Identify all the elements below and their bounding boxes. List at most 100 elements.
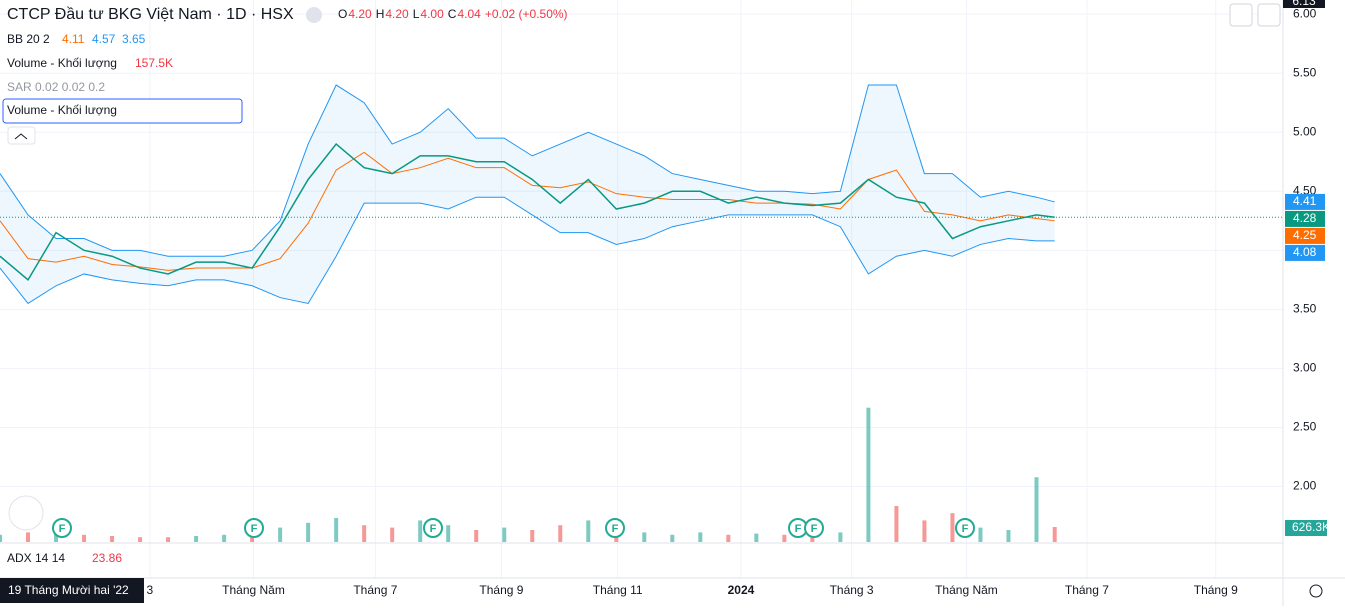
volume-bar — [418, 520, 423, 542]
crosshair-date-box — [0, 578, 144, 603]
ohlc-key: O — [338, 7, 347, 21]
volume-bar — [726, 534, 731, 542]
volume-bar — [530, 530, 535, 542]
crosshair-date: 19 Tháng Mười hai '22 — [8, 583, 129, 597]
volume-bar — [110, 536, 115, 542]
y-tick-label: 2.50 — [1293, 420, 1317, 434]
logo[interactable] — [8, 495, 44, 531]
crosshair-price: 6.13 — [1292, 0, 1316, 8]
last-value-box — [1285, 227, 1325, 244]
event-marker — [955, 518, 975, 538]
event-marker — [804, 518, 824, 538]
volume-bar — [390, 527, 395, 542]
volume-bar — [0, 534, 2, 542]
volume-bar — [642, 532, 647, 542]
volume-label: Volume - Khối lượng — [7, 56, 117, 70]
legend-box-label: Volume - Khối lượng — [7, 103, 117, 117]
ohlc-value: 4.20 — [385, 7, 409, 21]
collapse-legend[interactable] — [7, 126, 36, 145]
volume-bar — [278, 527, 283, 542]
x-tick-label: Tháng 9 — [1194, 583, 1238, 597]
x-tick-label: 2024 — [728, 583, 755, 597]
collapse-button[interactable] — [306, 7, 322, 23]
bb-lower: 3.65 — [122, 32, 146, 46]
y-tick-label: 3.50 — [1293, 302, 1317, 316]
event-marker-label: F — [811, 523, 818, 535]
legend-box[interactable] — [2, 98, 243, 124]
scroll-down-button[interactable] — [1229, 3, 1253, 27]
volume-bar — [166, 537, 171, 542]
volume-bar — [586, 520, 591, 542]
x-tick-label: 3 — [147, 583, 154, 597]
event-marker-label: F — [795, 523, 802, 535]
volume-bar — [866, 407, 871, 542]
volume-bar — [446, 525, 451, 542]
volume-bar — [474, 530, 479, 542]
volume-bar — [1052, 526, 1057, 542]
volume-bar — [194, 536, 199, 542]
volume-bar — [698, 532, 703, 542]
volume-label-box — [1285, 520, 1327, 536]
y-tick-label: 5.50 — [1293, 65, 1317, 79]
volume-bar — [26, 532, 31, 542]
volume-bar — [670, 534, 675, 542]
volume-value: 157.5K — [135, 56, 173, 70]
y-tick-label: 3.00 — [1293, 361, 1317, 375]
volume-bar — [222, 534, 227, 542]
event-marker-label: F — [59, 523, 66, 535]
last-value-label: 4.28 — [1293, 211, 1317, 225]
fullscreen-button[interactable] — [1257, 3, 1281, 27]
ohlc-value: 4.20 — [348, 7, 372, 21]
last-value-label: 4.41 — [1293, 194, 1317, 208]
volume-bar — [334, 518, 339, 542]
event-marker — [244, 518, 264, 538]
bb-label: BB 20 2 — [7, 32, 50, 46]
volume-bar — [250, 536, 255, 542]
chevron-icon — [14, 133, 28, 140]
volume-last-label: 626.3K — [1292, 520, 1330, 534]
volume-bar — [306, 522, 311, 542]
x-tick-label: Tháng Năm — [222, 583, 285, 597]
volume-bar — [838, 532, 843, 542]
bb_upper-line — [0, 84, 1055, 257]
x-tick-label: Tháng 9 — [479, 583, 523, 597]
ohlc-change: +0.02 (+0.50%) — [485, 7, 568, 21]
event-marker — [605, 518, 625, 538]
volume-bar — [502, 527, 507, 542]
symbol-title: CTCP Đầu tư BKG Việt Nam · 1D · HSX — [7, 6, 294, 23]
y-tick-label: 6.00 — [1293, 6, 1317, 20]
ohlc-key: C — [448, 7, 457, 21]
volume-bar — [54, 533, 59, 542]
y-tick-label: 2.00 — [1293, 479, 1317, 493]
sar-label: SAR 0.02 0.02 0.2 — [7, 80, 105, 94]
event-marker — [52, 518, 72, 538]
x-tick-label: Tháng 7 — [353, 583, 397, 597]
last-value-box — [1285, 210, 1325, 227]
volume-bar — [950, 513, 955, 542]
event-marker — [423, 518, 443, 538]
bb_lower-line — [0, 196, 1055, 305]
volume-bar — [1034, 477, 1039, 542]
crosshair-price-box — [1283, 0, 1325, 8]
volume-bar — [362, 525, 367, 542]
bb-basis: 4.11 — [62, 32, 85, 46]
event-marker-label: F — [612, 523, 619, 535]
band-fill — [0, 85, 1055, 304]
volume-bar — [138, 537, 143, 542]
x-tick-label: Tháng 11 — [593, 583, 643, 597]
last-value-label: 4.08 — [1293, 245, 1317, 259]
close-line — [0, 142, 1055, 282]
volume-bar — [922, 520, 927, 542]
last-value-box — [1285, 193, 1325, 210]
ohlc-value: 4.04 — [457, 7, 481, 21]
volume-bar — [558, 525, 563, 542]
volume-bar — [82, 534, 87, 542]
volume-bar — [978, 527, 983, 542]
last-value-label: 4.25 — [1293, 228, 1317, 242]
settings-button[interactable] — [1309, 584, 1323, 598]
volume-bar — [894, 506, 899, 542]
volume-bar — [1006, 530, 1011, 542]
ohlc-key: L — [413, 7, 420, 21]
